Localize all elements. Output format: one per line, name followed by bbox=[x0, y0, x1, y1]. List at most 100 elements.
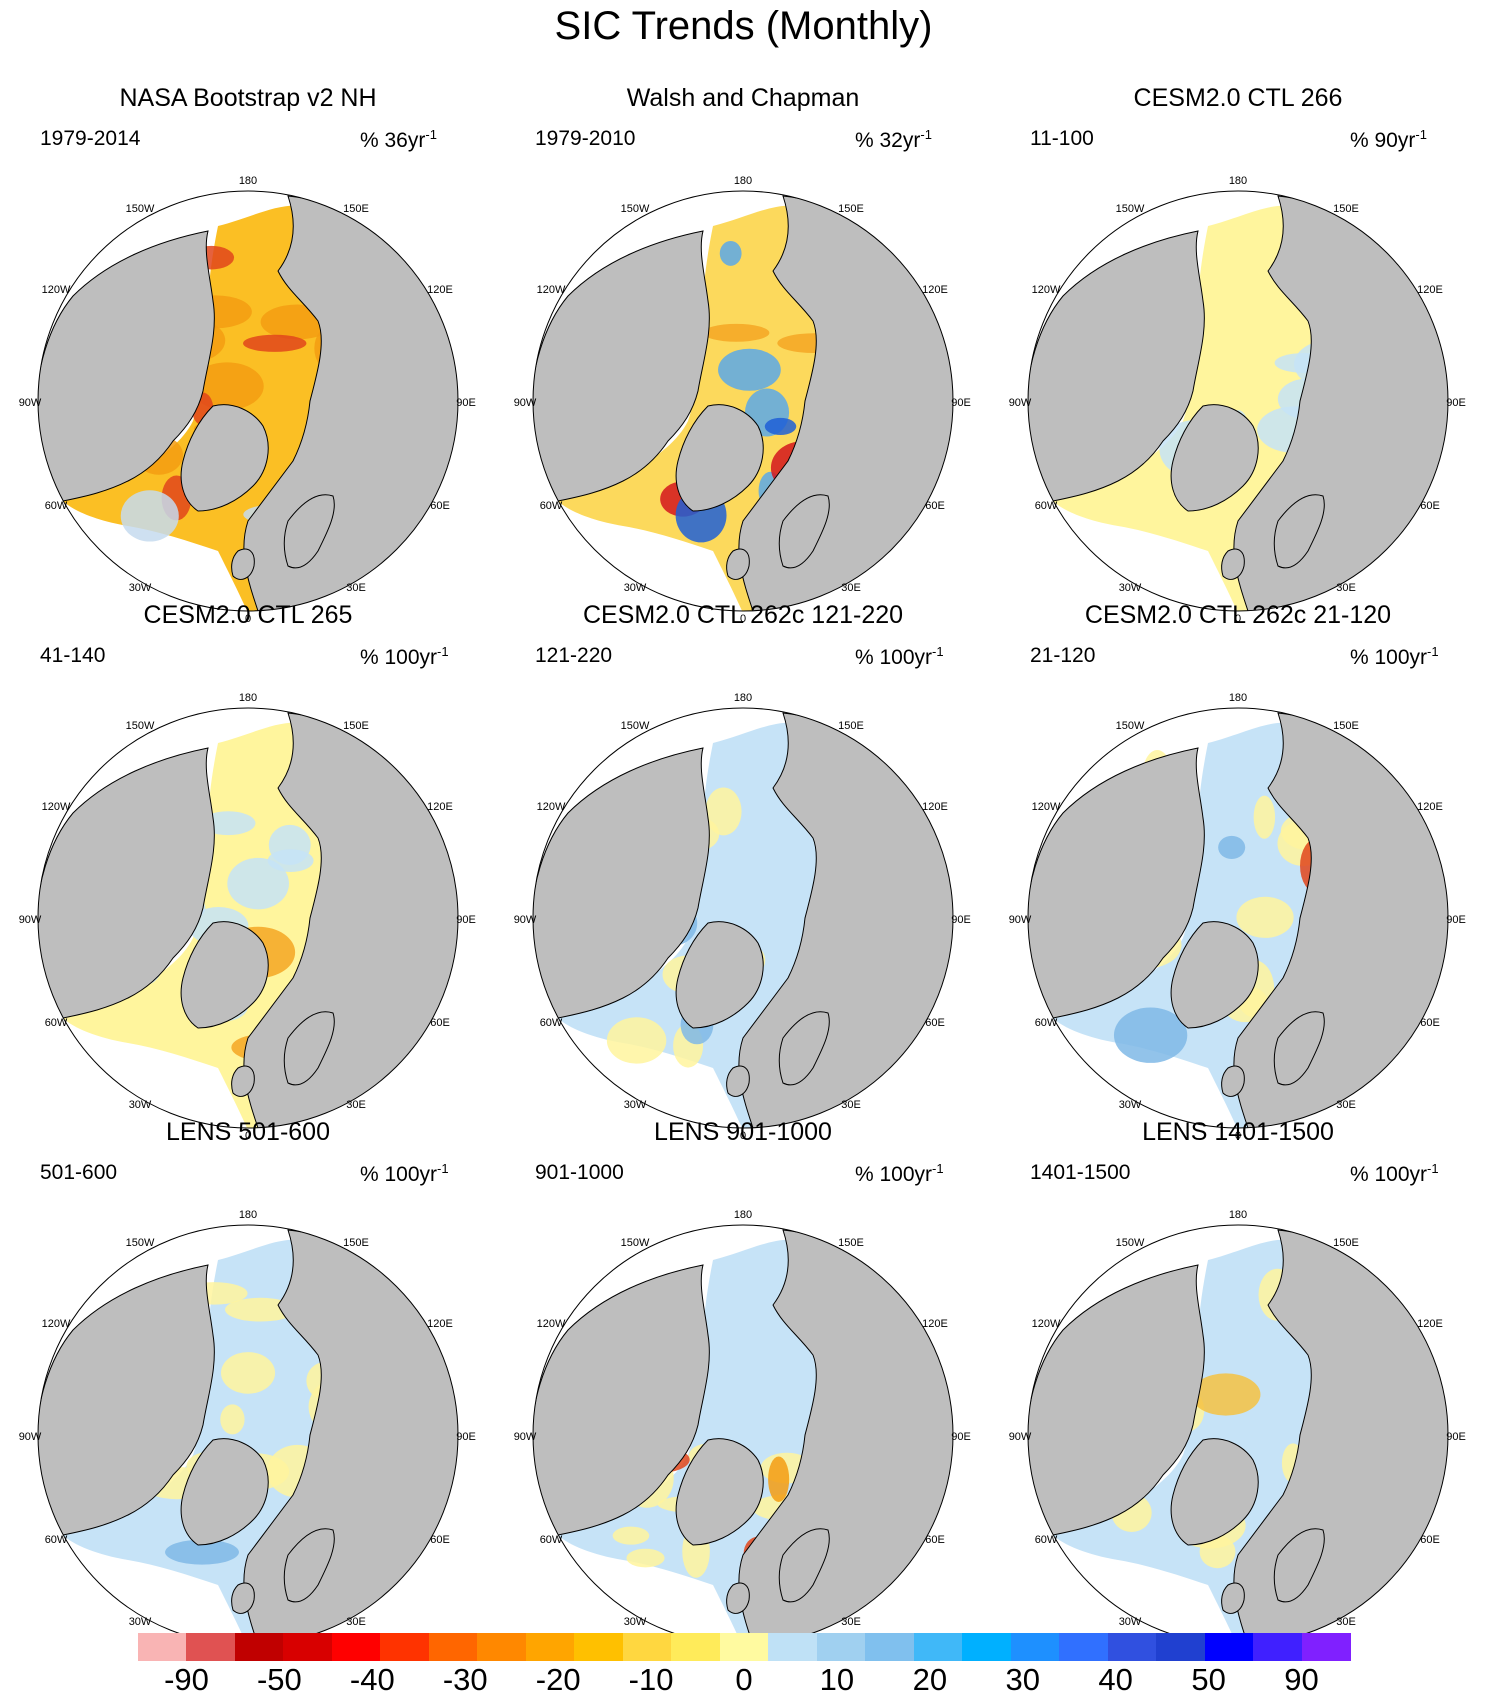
longitude-label: 90W bbox=[19, 914, 42, 926]
trend-patch bbox=[1199, 1535, 1236, 1569]
longitude-label: 180 bbox=[239, 175, 257, 187]
period-label: 121-220 bbox=[535, 644, 613, 667]
trend-patch bbox=[626, 1548, 665, 1568]
longitude-label: 60W bbox=[45, 1017, 68, 1029]
trend-patch bbox=[165, 1539, 239, 1565]
colorbar-swatch bbox=[1204, 1633, 1254, 1661]
trend-patch bbox=[243, 334, 307, 352]
longitude-label: 90W bbox=[1009, 914, 1032, 926]
land-mass bbox=[38, 747, 215, 1019]
longitude-label: 30E bbox=[1336, 1616, 1356, 1628]
colorbar-swatch bbox=[913, 1633, 963, 1661]
land-mass bbox=[778, 1011, 830, 1086]
longitude-label: 150W bbox=[126, 720, 155, 732]
trend-patch bbox=[1253, 795, 1276, 839]
longitude-label: 30E bbox=[841, 1099, 861, 1111]
longitude-label: 120W bbox=[537, 284, 566, 296]
longitude-label: 30E bbox=[1336, 582, 1356, 594]
land-mass bbox=[180, 921, 269, 1029]
longitude-label: 90E bbox=[951, 914, 971, 926]
longitude-label: 60W bbox=[45, 1534, 68, 1546]
map-boundary bbox=[532, 190, 954, 612]
colorbar-swatch bbox=[574, 1633, 624, 1661]
longitude-label: 60W bbox=[540, 1017, 563, 1029]
period-label: 21-120 bbox=[1030, 644, 1096, 667]
longitude-label: 30W bbox=[1119, 582, 1142, 594]
longitude-label: 30E bbox=[346, 1616, 366, 1628]
longitude-label: 30W bbox=[624, 582, 647, 594]
colorbar-swatch bbox=[768, 1633, 818, 1661]
main-title: SIC Trends (Monthly) bbox=[554, 4, 933, 48]
panel-title: NASA Bootstrap v2 NH bbox=[119, 84, 377, 112]
longitude-label: 150W bbox=[1116, 720, 1145, 732]
colorbar-swatch bbox=[962, 1633, 1012, 1661]
colorbar-swatch bbox=[428, 1633, 478, 1661]
units-label: % 100yr-1 bbox=[1350, 1161, 1439, 1186]
longitude-label: 180 bbox=[734, 175, 752, 187]
map-panel: 180 150W 150E 120W 120E 90W 90E 60W 60E 30W 30E 0 CE… bbox=[990, 585, 1486, 1142]
colorbar-swatch bbox=[816, 1633, 866, 1661]
units-label: % 90yr-1 bbox=[1350, 127, 1427, 152]
longitude-label: 120E bbox=[427, 801, 453, 813]
colorbar-swatch bbox=[1301, 1633, 1351, 1661]
longitude-label: 90W bbox=[19, 1431, 42, 1443]
longitude-label: 90W bbox=[1009, 1431, 1032, 1443]
longitude-label: 180 bbox=[1229, 1209, 1247, 1221]
colorbar-swatch bbox=[671, 1633, 721, 1661]
colorbar-tick-label: 90 bbox=[1284, 1662, 1319, 1697]
longitude-label: 150E bbox=[343, 203, 369, 215]
trend-patch bbox=[612, 1526, 650, 1545]
longitude-label: 150W bbox=[621, 203, 650, 215]
period-label: 11-100 bbox=[1030, 127, 1094, 150]
longitude-label: 0 bbox=[245, 1130, 251, 1142]
longitude-label: 120E bbox=[427, 284, 453, 296]
longitude-label: 30W bbox=[129, 582, 152, 594]
trend-patch bbox=[718, 348, 781, 391]
longitude-label: 150E bbox=[1333, 203, 1359, 215]
land-mass bbox=[726, 1582, 750, 1614]
longitude-label: 90E bbox=[456, 1431, 476, 1443]
longitude-label: 150W bbox=[126, 1237, 155, 1249]
longitude-label: 90E bbox=[456, 914, 476, 926]
longitude-label: 90E bbox=[456, 397, 476, 409]
map-boundary bbox=[37, 190, 459, 612]
trend-patch bbox=[606, 1017, 667, 1064]
panel-title: CESM2.0 CTL 266 bbox=[1133, 84, 1343, 112]
longitude-label: 60E bbox=[925, 1017, 945, 1029]
colorbar-swatch bbox=[1253, 1633, 1303, 1661]
longitude-label: 120W bbox=[42, 1318, 71, 1330]
longitude-label: 180 bbox=[239, 1209, 257, 1221]
longitude-label: 120W bbox=[537, 801, 566, 813]
colorbar-swatch bbox=[1156, 1633, 1206, 1661]
land-mass bbox=[283, 1011, 335, 1086]
colorbar-tick-label: -40 bbox=[349, 1662, 395, 1697]
longitude-label: 60E bbox=[1420, 1534, 1440, 1546]
longitude-label: 0 bbox=[740, 613, 746, 625]
colorbar-swatch bbox=[331, 1633, 381, 1661]
trend-patch bbox=[719, 240, 742, 266]
longitude-label: 90W bbox=[1009, 397, 1032, 409]
longitude-label: 150E bbox=[838, 1237, 864, 1249]
longitude-label: 60E bbox=[925, 1534, 945, 1546]
colorbar-swatch bbox=[719, 1633, 769, 1661]
colorbar-tick-label: 50 bbox=[1191, 1662, 1226, 1697]
longitude-label: 120E bbox=[427, 1318, 453, 1330]
colorbar-swatch bbox=[380, 1633, 430, 1661]
longitude-label: 60E bbox=[430, 500, 450, 512]
land-mass bbox=[1273, 1528, 1325, 1603]
period-label: 1979-2014 bbox=[40, 127, 141, 150]
colorbar-swatch bbox=[234, 1633, 284, 1661]
land-mass bbox=[675, 921, 764, 1029]
longitude-label: 90W bbox=[514, 914, 537, 926]
land-mass bbox=[231, 548, 255, 580]
longitude-label: 30W bbox=[1119, 1616, 1142, 1628]
land-mass bbox=[533, 1264, 710, 1536]
longitude-label: 30W bbox=[624, 1099, 647, 1111]
land-mass bbox=[283, 494, 335, 569]
colorbar-tick-label: 0 bbox=[735, 1662, 753, 1697]
colorbar-swatch bbox=[525, 1633, 575, 1661]
